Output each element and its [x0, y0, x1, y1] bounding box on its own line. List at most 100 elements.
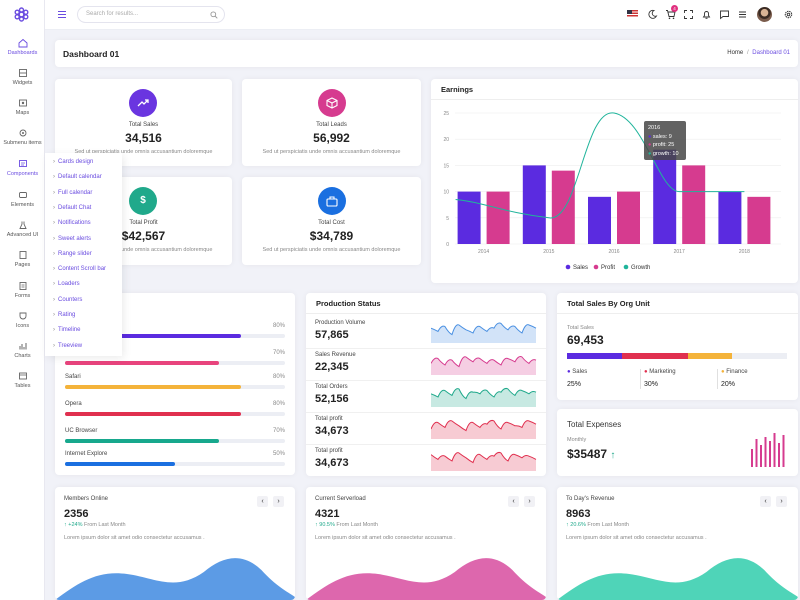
next-button[interactable]: › [776, 496, 787, 507]
cart-icon[interactable] [665, 9, 676, 20]
submenu-item[interactable]: Notifications [53, 220, 91, 226]
browser-name: Safari [65, 374, 81, 380]
pages-icon [19, 251, 26, 259]
sidebar-item-widgets[interactable]: Widgets [0, 68, 45, 86]
bottom-stat-card: Current Serverload ‹ › 4321 ↑ 90.5% From Las… [306, 487, 546, 600]
bottom-card-title: Current Serverload [315, 496, 366, 502]
y-tick-label: 25 [443, 111, 449, 117]
sidebar-item-dashboards[interactable]: Dashboards [0, 38, 45, 56]
browser-percent: 50% [272, 451, 285, 457]
logo-icon[interactable] [14, 7, 29, 22]
tooltip-growth: ● growth: 10 [648, 150, 679, 157]
submenu-item[interactable]: Loaders [53, 281, 80, 287]
legend-label: Profit [601, 265, 615, 271]
org-legend-percent: 25% [567, 381, 582, 388]
bottom-card-title: To Day's Revenue [566, 496, 615, 502]
sidebar-item-elements[interactable]: Elements [0, 190, 45, 208]
submenu-item[interactable]: Range slider [53, 251, 92, 257]
sidebar-item-advanced-ui[interactable]: Advanced UI [0, 220, 45, 238]
prev-button[interactable]: ‹ [760, 496, 771, 507]
org-segment [688, 353, 732, 359]
prev-button[interactable]: ‹ [508, 496, 519, 507]
submenu-item[interactable]: Timeline [53, 327, 80, 333]
org-legend-item: ● Finance [721, 369, 748, 375]
stat-value: 34,516 [125, 131, 162, 145]
bar-profit [551, 170, 575, 244]
submenu-item[interactable]: Full calendar [53, 190, 92, 196]
sparkline [431, 451, 537, 471]
settings-gear-icon[interactable] [783, 9, 794, 20]
avatar[interactable] [757, 7, 772, 22]
mini-bar [778, 443, 780, 467]
submenu-item[interactable]: Default Chat [53, 205, 91, 211]
production-row-label: Total profit [315, 448, 343, 454]
next-button[interactable]: › [273, 496, 284, 507]
area-wave [306, 558, 546, 600]
bottom-card-description: Lorem ipsum dolor sit amet odio consecte… [315, 535, 456, 541]
search-input[interactable]: Search for results... [77, 6, 225, 23]
legend-marker [623, 264, 629, 270]
y-tick-label: 15 [443, 163, 449, 169]
stat-description: Sed ut perspiciatis unde omnis accusanti… [74, 247, 213, 253]
sparkline [431, 322, 537, 343]
legend-dot-icon: ● [721, 369, 725, 375]
mini-bar [760, 445, 762, 467]
submenu-item[interactable]: Default calendar [53, 174, 102, 180]
submenu-item[interactable]: Counters [53, 297, 82, 303]
legend-label: Sales [573, 265, 588, 271]
sidebar-item-components[interactable]: Components [0, 159, 45, 177]
dollar-icon: $ [129, 187, 157, 215]
sidebar-item-label: Pages [14, 262, 31, 268]
sidebar-item-icons[interactable]: Icons [0, 311, 45, 329]
submenu-item[interactable]: Treeview [53, 343, 82, 349]
expenses-subtitle: Monthly [567, 437, 587, 443]
legend-dot-icon: ● [644, 369, 648, 375]
search-icon[interactable] [210, 11, 218, 19]
production-row-label: Production Volume [315, 320, 366, 326]
sidebar-item-label: Submenu items [3, 140, 42, 146]
page-header: Dashboard 01 Home / Dashboard 01 [55, 40, 798, 67]
bottom-card-change: ↑ +24% From Last Month [64, 522, 126, 528]
sidebar-item-label: Advanced UI [6, 232, 39, 238]
menu-toggle-icon[interactable] [57, 10, 67, 19]
breadcrumb-home[interactable]: Home [727, 50, 744, 56]
next-button[interactable]: › [524, 496, 535, 507]
bar-sales [588, 196, 611, 244]
bottom-card-value: 8963 [566, 508, 591, 520]
breadcrumb: Home / Dashboard 01 [727, 50, 790, 56]
submenu-item[interactable]: Rating [53, 312, 75, 318]
bell-icon[interactable] [701, 9, 712, 20]
stat-card-total-leads: Total Leads 56,992 Sed ut perspiciatis u… [242, 79, 421, 166]
mini-bar [782, 435, 785, 467]
sidebar-item-maps[interactable]: Maps [0, 98, 45, 116]
fullscreen-icon[interactable] [683, 9, 694, 20]
production-row-value: 22,345 [315, 361, 349, 373]
home-icon [18, 38, 27, 48]
sidebar-item-pages[interactable]: Pages [0, 250, 45, 268]
org-segment [567, 353, 622, 359]
progress-fill [65, 462, 175, 466]
submenu-item[interactable]: Sweet alerts [53, 236, 91, 242]
moon-icon[interactable] [647, 9, 658, 20]
bottom-card-value: 4321 [315, 508, 340, 520]
message-icon[interactable] [719, 9, 730, 20]
gear-icon [19, 129, 26, 137]
legend-marker [593, 264, 599, 270]
bar-sales [653, 149, 677, 244]
submenu-item[interactable]: Content Scroll bar [53, 266, 106, 272]
sidebar-item-forms[interactable]: Forms [0, 281, 45, 299]
progress-fill [65, 361, 219, 365]
tooltip-profit: ● profit: 25 [648, 142, 675, 148]
sidebar-item-charts[interactable]: Charts [0, 341, 45, 359]
list-icon[interactable] [737, 9, 748, 20]
mini-bar [769, 441, 771, 467]
prev-button[interactable]: ‹ [257, 496, 268, 507]
submenu-item[interactable]: Cards design [53, 159, 93, 165]
arrow-up-icon: ↑ [566, 522, 569, 528]
sidebar-item-tables[interactable]: Tables [0, 371, 45, 389]
browser-progress-bar [65, 462, 285, 466]
sidebar-item-submenu[interactable]: Submenu items [0, 128, 45, 146]
sidebar-item-label: Icons [15, 323, 30, 329]
flag-icon[interactable] [627, 10, 638, 18]
progress-fill [65, 385, 241, 389]
